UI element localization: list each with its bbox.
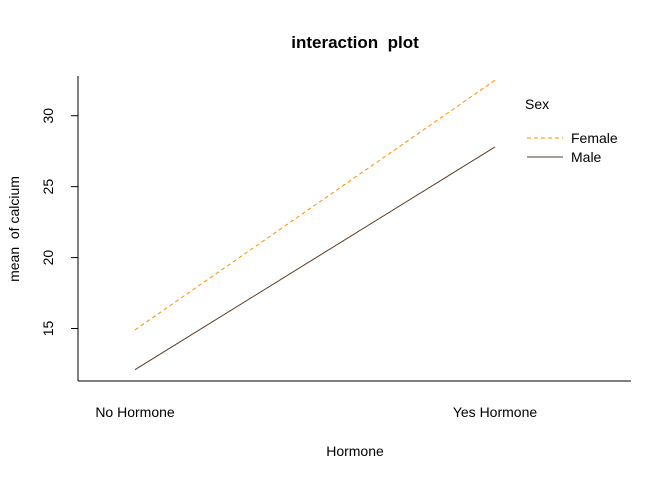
x-axis-label: Hormone bbox=[326, 443, 384, 459]
y-tick-label: 20 bbox=[40, 250, 56, 266]
legend: Sex Female Male bbox=[525, 96, 618, 165]
plot-axes bbox=[77, 76, 631, 382]
y-tick-label: 25 bbox=[40, 179, 56, 195]
x-tick-label: Yes Hormone bbox=[453, 404, 538, 420]
legend-title: Sex bbox=[525, 96, 549, 112]
legend-items: Female Male bbox=[527, 130, 618, 165]
y-tick-label: 30 bbox=[40, 108, 56, 124]
chart-title: interaction plot bbox=[291, 33, 419, 52]
series-line-female bbox=[134, 79, 496, 331]
series-lines bbox=[134, 79, 496, 371]
x-axis-ticks: No Hormone Yes Hormone bbox=[95, 404, 537, 420]
y-axis-ticks: 15 20 25 30 bbox=[40, 108, 78, 337]
y-axis-label: mean of calcium bbox=[6, 176, 22, 282]
series-line-male bbox=[134, 146, 496, 371]
y-tick-label: 15 bbox=[40, 321, 56, 337]
legend-label-female: Female bbox=[571, 130, 618, 146]
x-tick-label: No Hormone bbox=[95, 404, 175, 420]
legend-label-male: Male bbox=[571, 149, 602, 165]
